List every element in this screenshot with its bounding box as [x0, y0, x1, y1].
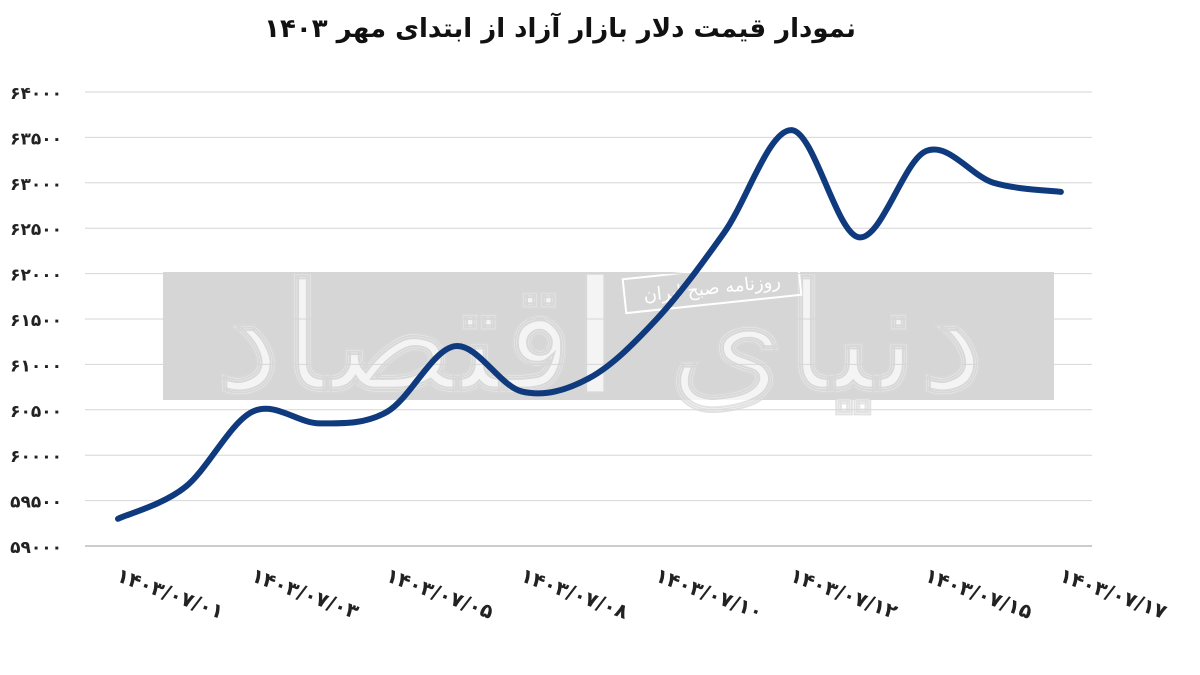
y-tick-label: ۶۲۵۰۰ — [10, 220, 62, 240]
watermark-band — [163, 272, 1054, 400]
watermark-main-text: دنیای اقتصاد — [215, 250, 985, 426]
x-tick-label: ۱۴۰۳/۰۷/۰۵ — [383, 563, 497, 624]
x-tick-label: ۱۴۰۳/۰۷/۱۵ — [922, 563, 1036, 624]
x-tick-label: ۱۴۰۳/۰۷/۱۲ — [787, 563, 901, 624]
y-tick-label: ۵۹۰۰۰ — [10, 538, 62, 558]
x-tick-label: ۱۴۰۳/۰۷/۱۷ — [1056, 563, 1170, 624]
x-tick-label: ۱۴۰۳/۰۷/۰۸ — [518, 563, 632, 624]
x-tick-label: ۱۴۰۳/۰۷/۰۱ — [114, 563, 228, 624]
y-tick-label: ۶۴۰۰۰ — [10, 84, 62, 104]
watermark-sub-box — [621, 259, 803, 315]
chart-title: نمودار قیمت دلار بازار آزاد از ابتدای مه… — [264, 14, 856, 44]
y-tick-label: ۶۳۰۰۰ — [10, 175, 62, 195]
price-series-line — [115, 127, 1064, 522]
y-tick-label: ۶۰۰۰۰ — [10, 447, 62, 467]
x-tick-label: ۱۴۰۳/۰۷/۰۳ — [248, 563, 362, 624]
y-tick-label: ۵۹۵۰۰ — [10, 493, 62, 513]
watermark: دنیای اقتصاد روزنامه صبح ایران — [163, 249, 1054, 427]
y-tick-label: ۶۱۰۰۰ — [10, 356, 62, 376]
y-tick-label: ۶۳۵۰۰ — [10, 129, 62, 149]
grid — [85, 91, 1092, 547]
y-tick-label: ۶۱۵۰۰ — [10, 311, 62, 331]
x-tick-label: ۱۴۰۳/۰۷/۱۰ — [652, 563, 766, 624]
y-axis-ticks: ۶۴۰۰۰ ۶۳۵۰۰ ۶۳۰۰۰ ۶۲۵۰۰ ۶۲۰۰۰ ۶۱۵۰۰ ۶۱۰۰۰ ۶۰۵۰۰… — [10, 84, 62, 558]
x-axis-ticks: ۱۴۰۳/۰۷/۰۱ ۱۴۰۳/۰۷/۰۳ ۱۴۰۳/۰۷/۰۵ ۱۴۰۳/۰۷/۰۸… — [114, 563, 1171, 624]
y-tick-label: ۶۲۰۰۰ — [10, 266, 62, 286]
series-layer — [115, 127, 1064, 522]
y-tick-label: ۶۰۵۰۰ — [10, 402, 62, 422]
